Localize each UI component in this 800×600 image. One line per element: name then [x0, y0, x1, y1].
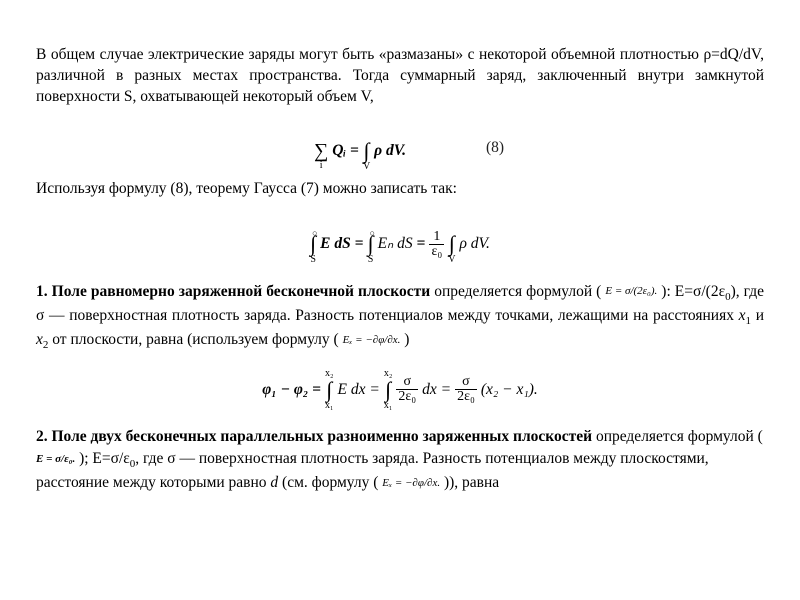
phi-mid1: E dx =: [338, 379, 380, 400]
section-1-tail1: определяется формулой (: [430, 283, 605, 300]
section-2-tail1: определяется формулой (: [592, 428, 763, 445]
section-2-tail4: (см. формулу (: [278, 474, 382, 491]
oint-S-1: ∫ S: [310, 223, 316, 265]
section-1-inline-eq-2: Eₓ = −∂φ/∂x.: [343, 333, 401, 348]
phi-rhs: (x₂ − x₁).: [481, 379, 538, 400]
intro-paragraph: В общем случае электрические заряды могу…: [36, 44, 764, 108]
phi-int2: x₂ ∫ x₁: [384, 369, 393, 411]
eq8-Q: Qᵢ: [332, 140, 346, 161]
oint-S-2: ∫ S: [368, 223, 374, 265]
intro-text: В общем случае электрические заряды могу…: [36, 46, 764, 106]
equation-8: ∑ i Qᵢ = ∫ V ρ dV.: [314, 123, 406, 172]
section-2-tail2: ); E=σ/ε: [75, 450, 130, 467]
phi-int1: x₂ ∫ x₁: [325, 369, 334, 411]
section-1-paragraph: 1. Поле равномерно заряженной бесконечно…: [36, 281, 764, 354]
section-2-head: Поле двух бесконечных параллельных разно…: [52, 428, 593, 445]
section-1-tail4: от плоскости, равна (используем формулу …: [48, 331, 342, 348]
eq8-rhs: ρ dV.: [374, 140, 406, 161]
section-2-inline-eq-2: Eₓ = −∂φ/∂x.: [382, 476, 440, 491]
section-2-paragraph: 2. Поле двух бесконечных параллельных ра…: [36, 426, 764, 493]
gauss-term1: E dS: [320, 233, 351, 254]
gauss-term3: ρ dV.: [459, 233, 489, 254]
section-2-tail5: )), равна: [440, 474, 499, 491]
section-2-d: d: [270, 474, 278, 491]
gauss-term2: Eₙ dS: [378, 233, 413, 254]
equation-gauss: ∫ S E dS = ∫ S Eₙ dS = 1 ε₀ ∫ V ρ dV.: [36, 215, 764, 265]
section-1-x1: x: [739, 307, 746, 324]
int-symbol: ∫ V: [363, 130, 370, 172]
after-eq8-paragraph: Используя формулу (8), теорему Гаусса (7…: [36, 178, 764, 199]
after-eq8-text: Используя формулу (8), теорему Гаусса (7…: [36, 180, 457, 197]
gauss-frac: 1 ε₀: [429, 230, 444, 259]
section-1-x2: x: [36, 331, 43, 348]
section-1-num: 1.: [36, 283, 52, 300]
section-1-head: Поле равномерно заряженной бесконечной п…: [52, 283, 431, 300]
section-1-and: и: [751, 307, 764, 324]
section-2-inline-eq-1: E = σ/ε₀.: [36, 452, 75, 467]
section-1-inline-eq-1: E = σ/(2ε₀).: [605, 284, 657, 299]
phi-frac2: σ 2ε₀: [396, 375, 418, 404]
int-V: ∫ V: [448, 223, 455, 265]
equation-8-number: (8): [406, 137, 764, 158]
phi-mid2: dx =: [422, 379, 451, 400]
phi-lhs: φ₁ − φ₂ =: [262, 379, 321, 400]
section-2-num: 2.: [36, 428, 52, 445]
section-1-tail2: ): E=σ/(2ε: [657, 283, 725, 300]
section-1-tail5: ): [400, 331, 409, 348]
equation-8-row: ∑ i Qᵢ = ∫ V ρ dV. (8): [36, 123, 764, 172]
phi-frac3: σ 2ε₀: [455, 375, 477, 404]
equation-phi: φ₁ − φ₂ = x₂ ∫ x₁ E dx = x₂ ∫ x₁ σ 2ε₀ d…: [36, 369, 764, 411]
sum-symbol: ∑ i: [314, 131, 328, 171]
